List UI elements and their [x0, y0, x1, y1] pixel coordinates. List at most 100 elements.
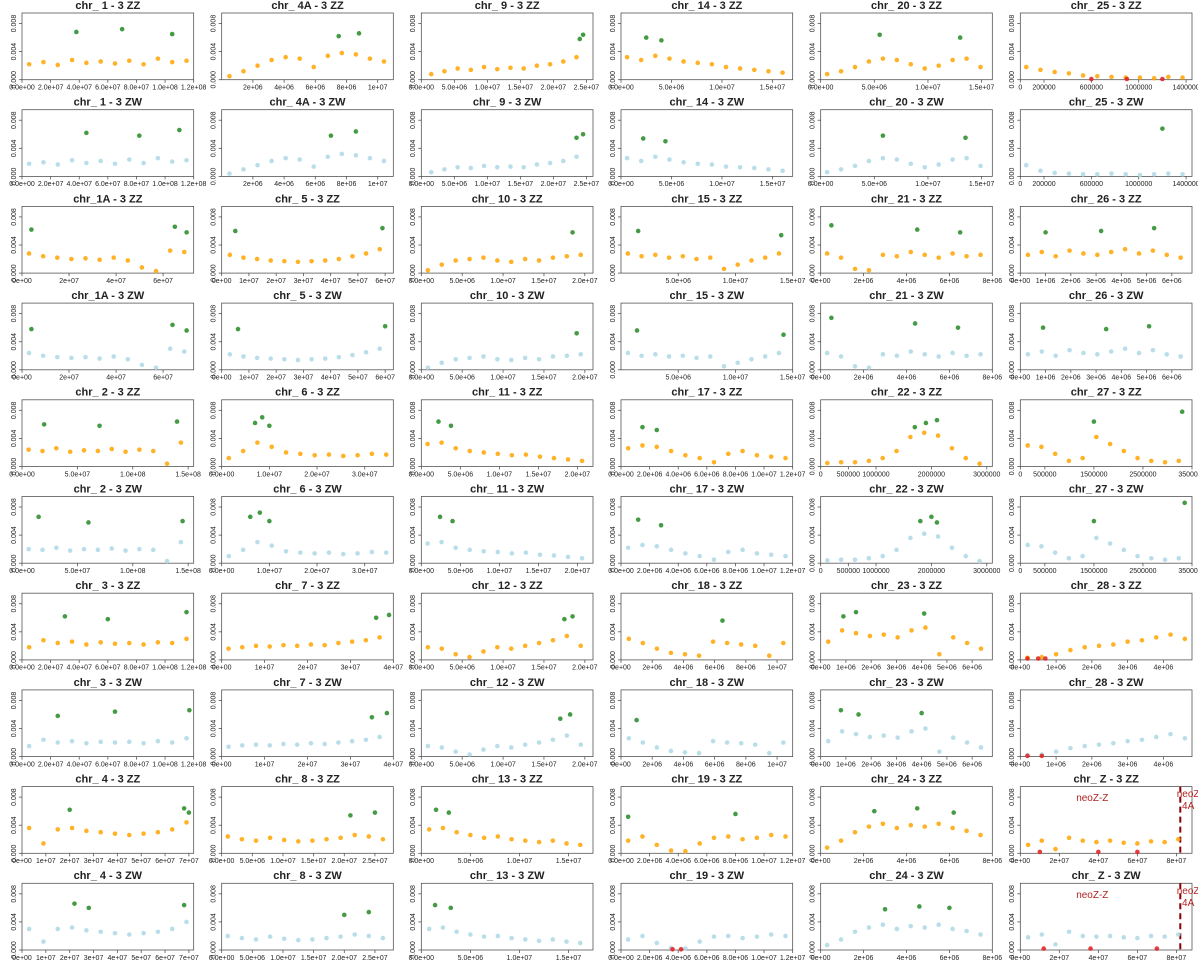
- point: [578, 643, 584, 649]
- point: [1151, 225, 1157, 231]
- point: [653, 252, 658, 258]
- point: [1123, 171, 1129, 177]
- point: [1039, 654, 1045, 660]
- point: [253, 643, 259, 649]
- point: [440, 825, 446, 831]
- point: [439, 440, 444, 445]
- x-tick-label: 4e+07: [383, 665, 403, 672]
- x-tick-label: 1.5e+07: [531, 761, 557, 768]
- point: [1052, 550, 1058, 555]
- point: [710, 639, 716, 644]
- point: [112, 709, 118, 714]
- point: [282, 258, 287, 264]
- point: [951, 810, 957, 815]
- x-tick-label: 0.0e+00: [608, 955, 634, 962]
- y-tick-label: 0.004: [1009, 526, 1016, 544]
- point: [908, 161, 914, 167]
- y-tick-label: 0.000: [610, 458, 617, 476]
- point: [955, 325, 961, 330]
- point: [170, 322, 175, 328]
- x-tick-label: 8.0e+06: [723, 955, 749, 962]
- point: [936, 922, 941, 928]
- y-tick-label: 0.008: [1009, 885, 1016, 903]
- point: [678, 946, 684, 952]
- y-tick-label: 0.004: [410, 43, 417, 61]
- annotation: neoZ-Z: [1076, 890, 1108, 901]
- point: [825, 558, 830, 563]
- point: [880, 56, 886, 61]
- y-tick-label: 0.004: [11, 720, 18, 738]
- y-tick-label: 0.004: [11, 913, 18, 931]
- point: [735, 262, 741, 267]
- y-tick-label: 0.008: [810, 692, 817, 710]
- point: [912, 424, 918, 430]
- point: [353, 153, 359, 158]
- point: [283, 548, 289, 554]
- point: [654, 745, 660, 750]
- x-tick-label: 1e+07: [767, 665, 787, 672]
- point: [914, 806, 920, 811]
- point: [922, 66, 928, 71]
- point: [564, 633, 570, 639]
- point: [169, 159, 175, 164]
- point: [880, 252, 886, 258]
- y-tick-label: 0.008: [11, 595, 18, 613]
- point: [776, 251, 782, 256]
- panel-title: chr_1A - 3 ZW: [71, 290, 145, 302]
- point: [909, 729, 914, 734]
- point: [894, 448, 899, 454]
- plot-frame: [620, 399, 794, 467]
- x-tick-label: 2e+06: [1082, 665, 1102, 672]
- point: [84, 642, 89, 647]
- point: [735, 360, 741, 366]
- point: [536, 258, 542, 263]
- point: [1121, 840, 1127, 846]
- x-tick-label: 2.0e+07: [565, 471, 591, 478]
- point: [523, 838, 528, 843]
- point: [1125, 738, 1130, 744]
- point: [829, 315, 834, 321]
- point: [349, 738, 355, 744]
- point: [625, 814, 631, 820]
- panel-title: chr_1A - 3 ZZ: [73, 193, 143, 205]
- point: [55, 640, 61, 646]
- y-tick-label: 0.008: [410, 595, 417, 613]
- x-tick-label: 3e+06: [887, 665, 907, 672]
- x-tick-label: 1.5e+07: [556, 858, 582, 865]
- point: [550, 354, 556, 359]
- x-tick-label: 1.2e+07: [780, 471, 806, 478]
- point: [126, 832, 132, 838]
- point: [1040, 325, 1046, 330]
- x-tick-label: 8e+07: [1167, 858, 1187, 865]
- point: [1068, 647, 1073, 653]
- plot-frame: [21, 109, 195, 177]
- point: [255, 539, 260, 545]
- y-tick-label: 0.008: [1009, 15, 1016, 33]
- point: [1146, 323, 1152, 329]
- point: [281, 936, 287, 942]
- point: [126, 932, 132, 937]
- plot-frame: [420, 205, 594, 274]
- point: [453, 545, 458, 551]
- point: [780, 168, 785, 174]
- x-tick-label: 4e+07: [383, 761, 403, 768]
- point: [921, 611, 927, 616]
- point: [455, 66, 460, 71]
- panel-title: chr_ 3 - 3 ZW: [74, 677, 143, 689]
- point: [184, 919, 189, 925]
- x-tick-label: 5e+07: [348, 375, 368, 382]
- point: [824, 251, 830, 256]
- point: [922, 164, 928, 170]
- point: [1023, 162, 1029, 168]
- y-tick-label: 0.008: [610, 788, 617, 806]
- point: [536, 839, 542, 845]
- point: [1148, 933, 1154, 939]
- x-tick-label: 8e+06: [337, 85, 357, 92]
- y-tick-label: 0.000: [211, 71, 218, 89]
- x-tick-label: 1.5e+07: [780, 278, 806, 285]
- point: [26, 926, 32, 932]
- x-tick-label: 4e+07: [321, 278, 341, 285]
- point: [69, 825, 75, 831]
